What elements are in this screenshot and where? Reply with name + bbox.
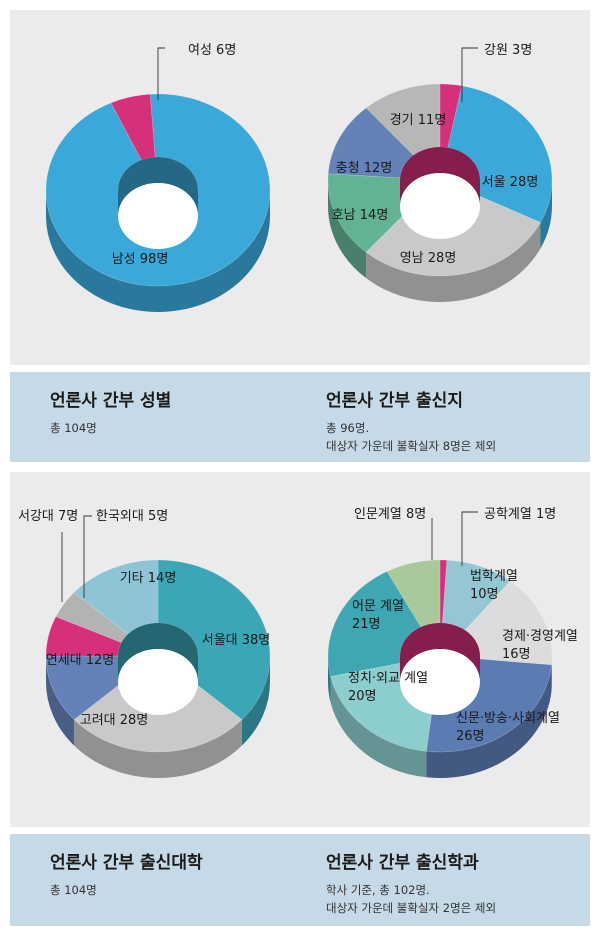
slice-label: 신문·방송·사회계열 26명	[456, 711, 560, 744]
slice-label: 법학계열 10명	[470, 569, 518, 602]
slice-label: 어문 계열 21명	[352, 599, 404, 632]
callout-line	[157, 47, 165, 100]
slice-label: 연세대 12명	[46, 653, 115, 668]
donut-hole	[400, 649, 480, 715]
donut-inner-wall	[118, 623, 198, 682]
caption-major: 언론사 간부 출신학과 학사 기준, 총 102명. 대상자 가운데 불확실자 …	[326, 848, 496, 917]
slice-side	[426, 664, 552, 778]
slice-label: 서강대 7명	[18, 509, 78, 524]
caption-note: 학사 기준, 총 102명.	[326, 883, 430, 897]
donut-inner-wall	[118, 157, 198, 216]
slice-side	[74, 719, 242, 778]
caption-region: 언론사 간부 출신지 총 96명. 대상자 가운데 불확실자 8명은 제외	[326, 386, 496, 455]
slice-side	[241, 656, 270, 746]
slice-side	[366, 222, 541, 303]
slice-label: 경제·경영계열 16명	[502, 629, 578, 662]
callout-line	[461, 511, 478, 566]
caption-title: 언론사 간부 출신지	[326, 391, 463, 411]
caption-note: 총 104명	[50, 883, 97, 897]
slice-label: 충청 12명	[336, 161, 393, 176]
slice-label: 남성 98명	[112, 252, 169, 267]
donut-hole	[118, 649, 198, 715]
donut-chart-0: 남성 98명 여성 6명	[45, 43, 271, 312]
caption-bar-top: 언론사 간부 성별 총 104명 언론사 간부 출신지 총 96명. 대상자 가…	[10, 372, 590, 462]
donut-inner-wall	[400, 623, 480, 682]
donut-hole	[400, 173, 480, 239]
slice-side	[328, 656, 331, 703]
caption-note: 총 104명	[50, 421, 97, 435]
slice-label: 공학계열 1명	[484, 507, 556, 522]
caption-gender: 언론사 간부 성별 총 104명	[50, 386, 171, 437]
callout-line	[83, 515, 92, 598]
slice-label: 서울대 38명	[202, 633, 271, 648]
slice-label: 고려대 28명	[80, 713, 149, 728]
slice-side	[46, 656, 75, 746]
caption-university: 언론사 간부 출신대학 총 104명	[50, 848, 203, 899]
slice-side	[330, 676, 427, 778]
slice-label: 여성 6명	[188, 43, 236, 58]
slice-label: 영남 28명	[400, 251, 457, 266]
slice-side	[46, 190, 270, 312]
caption-bar-bottom: 언론사 간부 출신대학 총 104명 언론사 간부 출신학과 학사 기준, 총 …	[10, 834, 590, 926]
slice-side	[540, 180, 552, 249]
caption-note: 총 96명.	[326, 421, 370, 435]
slice-label: 경기 11명	[390, 113, 447, 128]
slice-label: 기타 14명	[120, 571, 177, 586]
caption-note: 대상자 가운데 불확실자 2명은 제외	[326, 901, 497, 915]
slice-label: 호남 14명	[332, 208, 389, 223]
slice-label: 인문계열 8명	[354, 507, 426, 522]
callout-line	[461, 47, 478, 102]
caption-title: 언론사 간부 성별	[50, 391, 172, 411]
donut-hole	[118, 183, 198, 249]
slice-label: 강원 3명	[484, 43, 532, 58]
caption-title: 언론사 간부 출신대학	[50, 853, 203, 873]
caption-note: 대상자 가운데 불확실자 8명은 제외	[326, 439, 497, 453]
slice-label: 서울 28명	[482, 175, 539, 190]
slice-label: 정치·외교 계열 20명	[348, 671, 428, 704]
caption-title: 언론사 간부 출신학과	[326, 853, 479, 873]
donut-inner-wall	[400, 147, 480, 206]
slice-side	[328, 180, 367, 279]
slice-label: 한국외대 5명	[96, 509, 168, 524]
